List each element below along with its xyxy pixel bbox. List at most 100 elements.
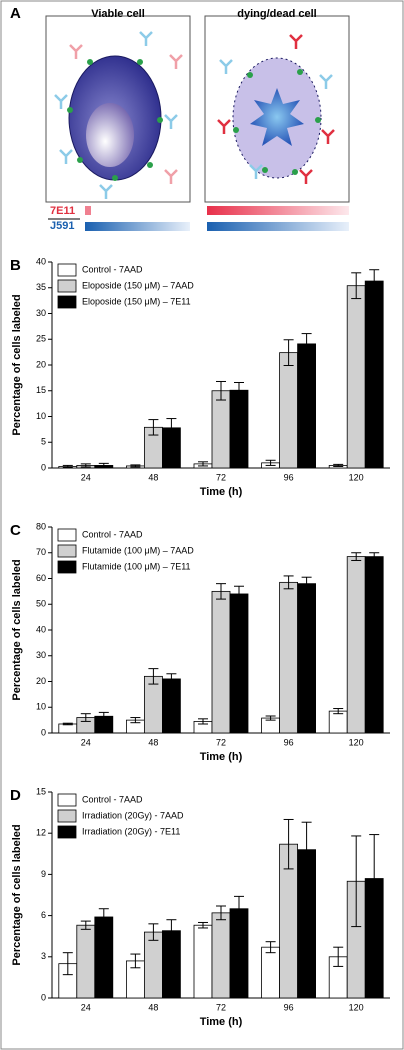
legend-label: Irradiation (20Gy) - 7E11 — [82, 826, 180, 836]
legend-label: Irradiation (20Gy) - 7AAD — [82, 810, 184, 820]
y-tick-label: 40 — [36, 624, 46, 634]
x-tick-label: 96 — [284, 472, 294, 482]
legend-swatch — [57, 793, 77, 807]
bar — [229, 593, 249, 734]
y-tick-label: 3 — [41, 951, 46, 961]
x-tick-label: 48 — [148, 472, 158, 482]
bar — [297, 343, 317, 469]
bar — [279, 581, 299, 734]
y-axis-label: Percentage of cells labeled — [11, 559, 23, 700]
y-tick-label: 15 — [36, 385, 46, 395]
panel-label: D — [10, 787, 21, 804]
bar — [346, 556, 366, 734]
cell-title: dying/dead cell — [237, 8, 316, 20]
x-tick-label: 72 — [216, 472, 226, 482]
x-tick-label: 120 — [349, 1002, 364, 1012]
y-tick-label: 20 — [36, 676, 46, 686]
y-tick-label: 80 — [36, 521, 46, 531]
x-tick-label: 72 — [216, 737, 226, 747]
y-tick-label: 5 — [41, 437, 46, 447]
bar — [364, 556, 384, 734]
x-tick-label: 24 — [81, 472, 91, 482]
y-tick-label: 25 — [36, 334, 46, 344]
legend-label: Flutamide (100 μM) – 7E11 — [82, 561, 191, 571]
panel-label: C — [10, 522, 21, 539]
bar — [161, 678, 181, 734]
bar — [94, 916, 114, 999]
antibodies — [54, 31, 335, 199]
signal-bar — [207, 206, 349, 215]
y-tick-label: 20 — [36, 359, 46, 369]
x-tick-label: 96 — [284, 737, 294, 747]
x-tick-label: 72 — [216, 1002, 226, 1012]
bar — [328, 710, 348, 734]
panel-label: B — [10, 257, 21, 274]
bar — [143, 675, 163, 734]
bar — [261, 946, 281, 999]
y-tick-label: 60 — [36, 573, 46, 583]
bar — [279, 352, 299, 469]
legend-label: Control - 7AAD — [82, 794, 143, 804]
y-tick-label: 0 — [41, 992, 46, 1002]
legend-label: Control - 7AAD — [82, 529, 143, 539]
bar — [229, 908, 249, 999]
bar — [193, 924, 213, 999]
cell-title: Viable cell — [91, 8, 145, 20]
fragmented-nucleus — [250, 88, 304, 146]
signal-bar — [207, 222, 349, 231]
binding-dots — [67, 59, 321, 181]
y-tick-label: 30 — [36, 308, 46, 318]
y-tick-label: 9 — [41, 869, 46, 879]
y-axis-label: Percentage of cells labeled — [11, 824, 23, 965]
bar — [58, 723, 78, 734]
y-tick-label: 0 — [41, 727, 46, 737]
legend-swatch — [57, 809, 77, 823]
bar — [143, 931, 163, 999]
bar — [211, 390, 231, 469]
marker-label: J591 — [50, 220, 74, 232]
legend-swatch — [57, 544, 77, 558]
y-tick-label: 50 — [36, 599, 46, 609]
bar — [76, 924, 96, 999]
marker-label: 7E11 — [50, 205, 75, 217]
legend-label: Flutamide (100 μM) – 7AAD — [82, 545, 194, 555]
x-tick-label: 120 — [349, 737, 364, 747]
y-tick-label: 6 — [41, 910, 46, 920]
y-tick-label: 15 — [36, 786, 46, 796]
bar — [346, 285, 366, 469]
y-tick-label: 10 — [36, 702, 46, 712]
x-tick-label: 24 — [81, 737, 91, 747]
legend-swatch — [57, 528, 77, 542]
y-tick-label: 70 — [36, 547, 46, 557]
x-tick-label: 24 — [81, 1002, 91, 1012]
y-tick-label: 10 — [36, 411, 46, 421]
bar — [364, 280, 384, 469]
bar — [297, 583, 317, 734]
legend-swatch — [57, 825, 77, 839]
panel-label: A — [10, 5, 21, 22]
x-tick-label: 120 — [349, 472, 364, 482]
y-tick-label: 35 — [36, 282, 46, 292]
signal-bar — [85, 206, 91, 215]
y-tick-label: 30 — [36, 650, 46, 660]
legend-label: Control - 7AAD — [82, 264, 143, 274]
bar — [229, 389, 249, 469]
nucleus — [86, 103, 134, 167]
y-tick-label: 0 — [41, 462, 46, 472]
x-axis-label: Time (h) — [200, 751, 243, 763]
signal-bar — [85, 222, 190, 231]
x-tick-label: 48 — [148, 737, 158, 747]
x-tick-label: 48 — [148, 1002, 158, 1012]
legend-swatch — [57, 279, 77, 293]
x-axis-label: Time (h) — [200, 1016, 243, 1028]
bar — [211, 912, 231, 999]
x-tick-label: 96 — [284, 1002, 294, 1012]
legend-swatch — [57, 263, 77, 277]
legend-swatch — [57, 295, 77, 309]
y-tick-label: 40 — [36, 256, 46, 266]
y-tick-label: 12 — [36, 828, 46, 838]
y-axis-label: Percentage of cells labeled — [11, 294, 23, 435]
